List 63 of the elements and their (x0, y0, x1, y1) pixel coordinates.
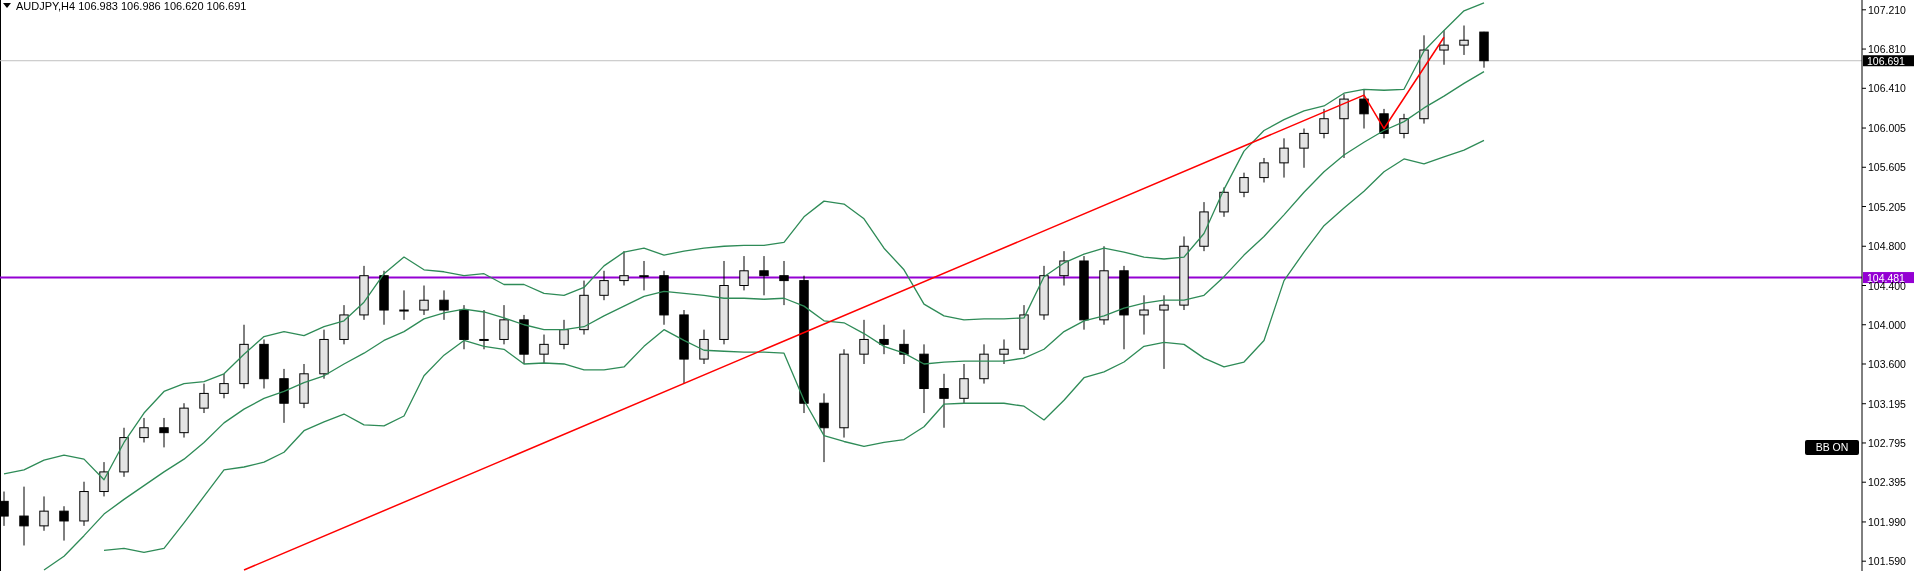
candlestick (1459, 25, 1469, 56)
y-tick-label: 105.205 (1868, 200, 1907, 213)
line-series (103, 139, 1485, 554)
candlestick (1299, 128, 1309, 169)
candlestick (559, 319, 569, 350)
candlestick (1259, 157, 1269, 183)
candlestick (959, 363, 969, 404)
candlestick (859, 319, 869, 365)
candlestick (399, 289, 409, 321)
candlestick (699, 329, 709, 365)
y-tick-label: 101.990 (1868, 515, 1907, 528)
candlestick (1339, 93, 1349, 159)
y-tick-label: 105.605 (1868, 161, 1907, 174)
line-series (243, 36, 1445, 571)
candlestick (419, 285, 429, 316)
candlestick (1139, 294, 1149, 336)
candlestick (1059, 250, 1069, 286)
y-tick-label: 107.210 (1868, 3, 1907, 16)
candlestick (499, 304, 509, 345)
candlestick (219, 373, 229, 399)
candlestick (739, 255, 749, 291)
candlestick (879, 324, 889, 355)
candlestick (779, 260, 789, 306)
candlestick (619, 250, 629, 286)
candlestick (1319, 108, 1329, 139)
candlestick (159, 417, 169, 448)
chart-title: AUDJPY,H4 106.983 106.986 106.620 106.691 (16, 0, 247, 12)
candlestick (439, 289, 449, 321)
y-tick-label: 102.395 (1868, 476, 1907, 489)
candlestick (939, 373, 949, 429)
y-tick-label: 103.195 (1868, 397, 1907, 410)
candlestick (639, 260, 649, 291)
candlestick (539, 334, 549, 365)
y-tick-label: 106.810 (1868, 43, 1907, 56)
y-tick-label: 104.000 (1868, 318, 1907, 331)
line-series (43, 70, 1485, 571)
candlestick (139, 417, 149, 443)
candlestick (759, 255, 769, 296)
candlestick (1279, 137, 1289, 179)
candlestick (1239, 172, 1249, 198)
candlestick (59, 505, 69, 542)
ref-line-label: 106.691 (1867, 54, 1906, 67)
candlestick (479, 309, 489, 350)
y-tick-label: 103.600 (1868, 357, 1907, 370)
y-tick-label: 106.005 (1868, 122, 1907, 135)
candlestick (1439, 29, 1449, 66)
candlestick (1399, 113, 1409, 139)
candlestick (39, 495, 49, 532)
candlestick (199, 383, 209, 414)
y-tick-label: 102.795 (1868, 436, 1907, 449)
candlestick (999, 338, 1009, 365)
candlestick (1159, 294, 1169, 370)
candlestick (99, 461, 109, 497)
y-tick-label: 101.590 (1868, 555, 1907, 568)
candlestick (599, 270, 609, 301)
y-tick-label: 106.410 (1868, 82, 1907, 95)
candlestick (1219, 186, 1229, 218)
candlestick (899, 329, 909, 365)
candlestick (1359, 88, 1369, 130)
ref-line-label: 104.481 (1867, 271, 1906, 284)
y-tick-label: 104.800 (1868, 240, 1907, 253)
text: BB ON (1815, 441, 1849, 453)
candlestick (19, 486, 29, 546)
